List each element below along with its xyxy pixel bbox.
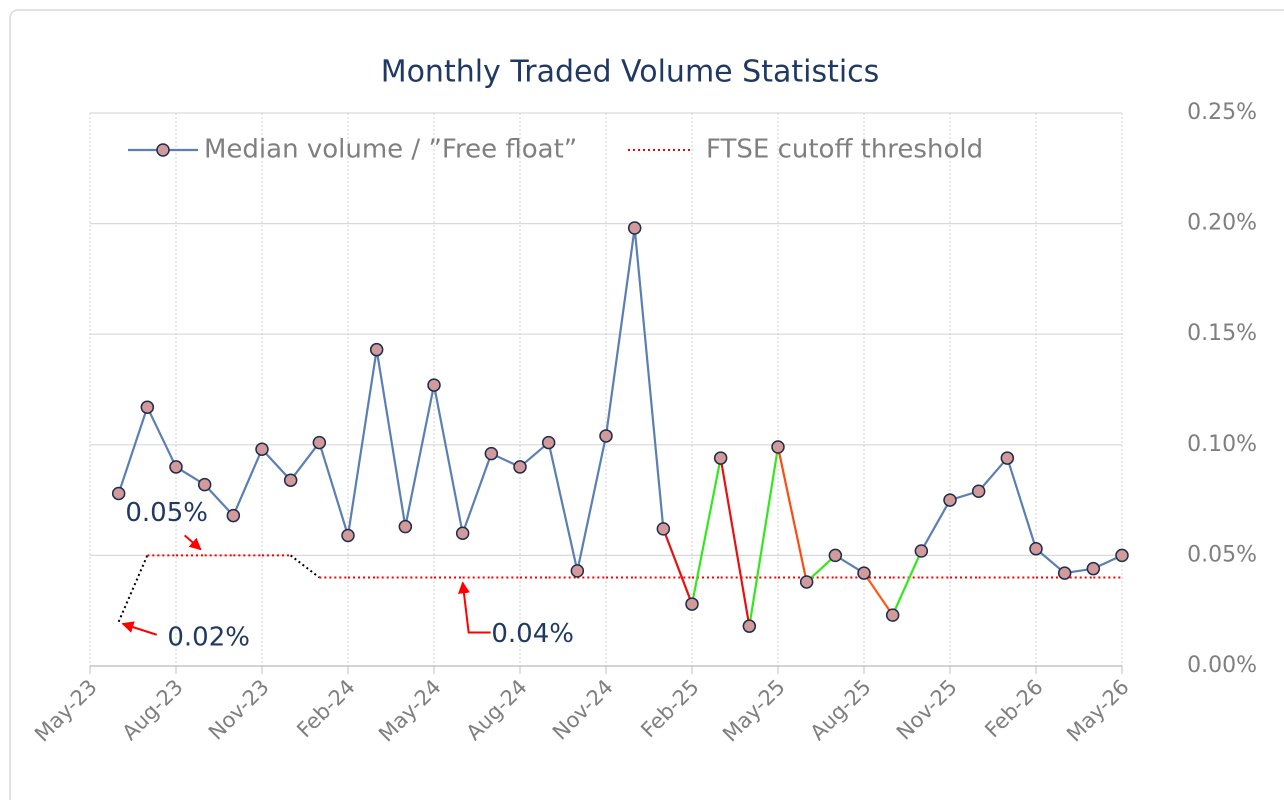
point-marker [140,400,155,414]
series-segment [776,446,808,583]
point-marker [427,378,441,392]
series-segment [920,499,951,552]
legend-label: FTSE cutoff threshold [706,135,983,165]
annotation-arrow [184,534,202,551]
y-tick-label: 0.00% [1187,653,1257,678]
point-marker [742,619,757,633]
y-tick-label: 0.10% [1187,432,1257,457]
point-marker [685,597,699,611]
series-segment [977,457,1009,492]
point-marker [226,508,241,523]
series-segment [719,457,751,627]
point-marker [455,526,470,541]
point-marker [398,519,413,534]
series-segment [461,453,493,534]
point-marker [1086,561,1101,576]
point-marker [283,473,298,487]
point-marker [857,566,871,580]
series-segment [289,441,321,481]
series-segment [662,528,694,605]
point-marker [341,528,355,543]
threshold-segment [117,555,149,623]
series-segment [232,448,264,517]
y-tick-label: 0.15% [1187,321,1257,346]
series-segment [318,442,350,536]
series-segment [375,349,407,527]
series-segment [891,550,923,616]
point-marker [541,435,556,450]
point-marker [111,486,126,501]
point-marker [169,460,183,474]
legend-label: Median volume / ”Free float” [204,135,577,165]
threshold-segment [290,554,320,579]
point-marker [799,575,814,589]
point-marker [599,429,613,443]
annotation-arrow [457,581,491,634]
frame [9,9,1284,800]
point-marker [828,548,843,563]
point-marker [914,544,929,558]
y-tick-label: 0.05% [1187,542,1257,567]
point-marker [656,522,671,536]
series-segment [203,483,235,517]
point-marker [627,221,642,235]
legend: Median volume / ”Free float” FTSE cutoff … [128,135,983,165]
series-segment [146,406,177,468]
chart-title: Monthly Traded Volume Statistics [381,55,880,90]
point-marker [369,342,384,357]
series-segment [117,406,149,494]
series-segment [404,384,436,527]
series-segment [690,457,722,605]
point-marker [1029,542,1043,556]
point-marker [713,451,728,465]
legend-marker [156,143,170,157]
annotation-label: 0.05% [125,498,208,528]
point-marker [943,493,957,507]
point-marker [484,446,499,461]
annotation-label: 0.04% [491,619,574,649]
point-marker [1115,548,1129,563]
series-segment [576,435,608,572]
annotation-arrow [121,621,157,636]
point-marker [771,440,785,454]
point-marker [255,442,269,456]
annotation-label: 0.02% [167,622,250,652]
series-segment [604,227,636,437]
point-marker [197,477,212,492]
point-marker [885,608,900,622]
series-segment [432,384,464,534]
point-marker [570,564,585,578]
y-tick-label: 0.25% [1187,100,1257,125]
series-segment [863,572,894,616]
series-segment [346,349,378,536]
point-marker [1057,566,1072,580]
series-segment [748,446,780,627]
y-tick-label: 0.20% [1187,211,1257,236]
series-segment [261,448,292,481]
point-marker [971,484,986,499]
point-marker [1000,451,1015,465]
series-segment [633,227,665,529]
point-marker [513,460,527,474]
point-marker [312,435,327,450]
series-segment [547,442,579,572]
series-segment [1006,457,1038,550]
